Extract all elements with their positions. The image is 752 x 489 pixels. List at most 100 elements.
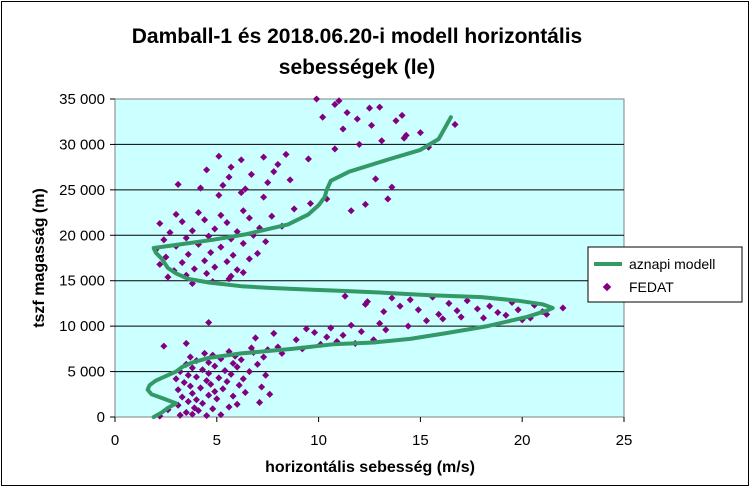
fedat-point: [223, 258, 231, 266]
fedat-point: [268, 212, 276, 220]
fedat-point: [361, 300, 369, 308]
fedat-point: [292, 336, 300, 344]
y-tick-label: 10 000: [59, 318, 105, 335]
fedat-point: [274, 160, 282, 168]
fedat-point: [196, 184, 205, 192]
fedat-point: [445, 299, 453, 307]
x-axis-title: horizontális sebesség (m/s): [265, 459, 475, 476]
fedat-point: [264, 179, 272, 187]
x-tick-label: 10: [310, 432, 327, 449]
fedat-point: [166, 229, 174, 237]
chart-title-line-1: Damball-1 és 2018.06.20-i modell horizon…: [132, 25, 583, 48]
fedat-point: [172, 210, 180, 218]
fedat-point: [245, 255, 253, 263]
fedat-point: [190, 265, 198, 273]
fedat-point: [260, 153, 268, 161]
fedat-point: [211, 225, 219, 233]
fedat-point: [304, 155, 312, 163]
fedat-point: [201, 257, 209, 265]
fedat-point: [241, 388, 249, 397]
fedat-point: [239, 375, 247, 383]
fedat-point: [310, 328, 319, 337]
y-axis-title: tszf magasság (m): [31, 188, 48, 328]
fedat-point: [260, 193, 268, 201]
fedat-point: [361, 200, 369, 208]
fedat-point: [182, 408, 190, 416]
fedat-point: [211, 362, 219, 370]
fedat-point: [160, 236, 168, 244]
fedat-point: [270, 168, 278, 176]
fedat-point: [253, 360, 262, 368]
fedat-point: [306, 199, 314, 208]
fedat-point: [219, 385, 227, 393]
fedat-point: [188, 410, 196, 418]
fedat-point: [227, 272, 235, 280]
fedat-point: [160, 342, 168, 350]
fedat-point: [174, 386, 182, 394]
fedat-point: [203, 412, 211, 420]
fedat-point: [335, 97, 343, 105]
fedat-point: [217, 411, 225, 419]
fedat-point: [223, 219, 231, 227]
fedat-point: [213, 395, 221, 403]
fedat-point: [353, 115, 361, 123]
fedat-point: [188, 227, 196, 235]
fedat-point: [392, 117, 400, 125]
fedat-point: [233, 228, 241, 236]
fedat-point: [227, 370, 235, 378]
fedat-point: [380, 308, 388, 316]
x-tick-label: 5: [213, 432, 221, 449]
fedat-point: [237, 189, 245, 197]
fedat-point: [341, 292, 349, 300]
x-tick-label: 15: [412, 432, 429, 449]
fedat-point: [233, 266, 241, 274]
fedat-point: [422, 317, 431, 325]
fedat-point: [416, 129, 424, 137]
fedat-point: [457, 313, 465, 321]
fedat-point: [331, 100, 339, 108]
fedat-point: [355, 140, 363, 148]
fedat-point: [209, 405, 217, 413]
fedat-point: [184, 398, 192, 406]
fedat-point: [217, 211, 225, 219]
fedat-point: [207, 249, 215, 257]
model-line: [145, 115, 555, 419]
fedat-point: [376, 319, 384, 327]
fedat-point: [237, 356, 245, 364]
fedat-point: [514, 306, 522, 314]
fedat-point: [182, 234, 190, 242]
fedat-point: [229, 392, 237, 400]
fedat-point: [247, 170, 255, 178]
fedat-point: [323, 333, 331, 341]
fedat-point: [339, 125, 347, 133]
fedat-point: [439, 315, 447, 323]
fedat-point: [225, 173, 233, 181]
legend: aznapi modell FEDAT: [587, 246, 743, 303]
fedat-point: [479, 314, 488, 322]
fedat-point: [453, 307, 461, 315]
fedat-point: [205, 358, 213, 367]
fedat-point: [262, 371, 270, 379]
fedat-point: [164, 273, 172, 281]
fedat-point: [174, 180, 182, 188]
y-tick-label: 5 000: [67, 364, 105, 381]
fedat-point: [262, 238, 270, 246]
fedat-point: [241, 185, 249, 193]
fedat-point: [302, 325, 310, 333]
fedat-point: [343, 109, 351, 117]
fedat-point: [188, 389, 196, 397]
fedat-point: [494, 308, 502, 317]
fedat-point: [502, 311, 510, 319]
y-tick-label: 35 000: [59, 91, 105, 108]
fedat-point: [215, 374, 223, 382]
fedat-point: [205, 391, 213, 399]
fedat-point: [215, 191, 223, 199]
fedat-point: [178, 259, 186, 267]
fedat-point: [256, 398, 264, 406]
fedat-point: [203, 377, 211, 385]
fedat-point: [384, 195, 392, 203]
fedat-point: [559, 304, 567, 312]
fedat-point: [184, 371, 192, 379]
fedat-point: [205, 318, 213, 327]
